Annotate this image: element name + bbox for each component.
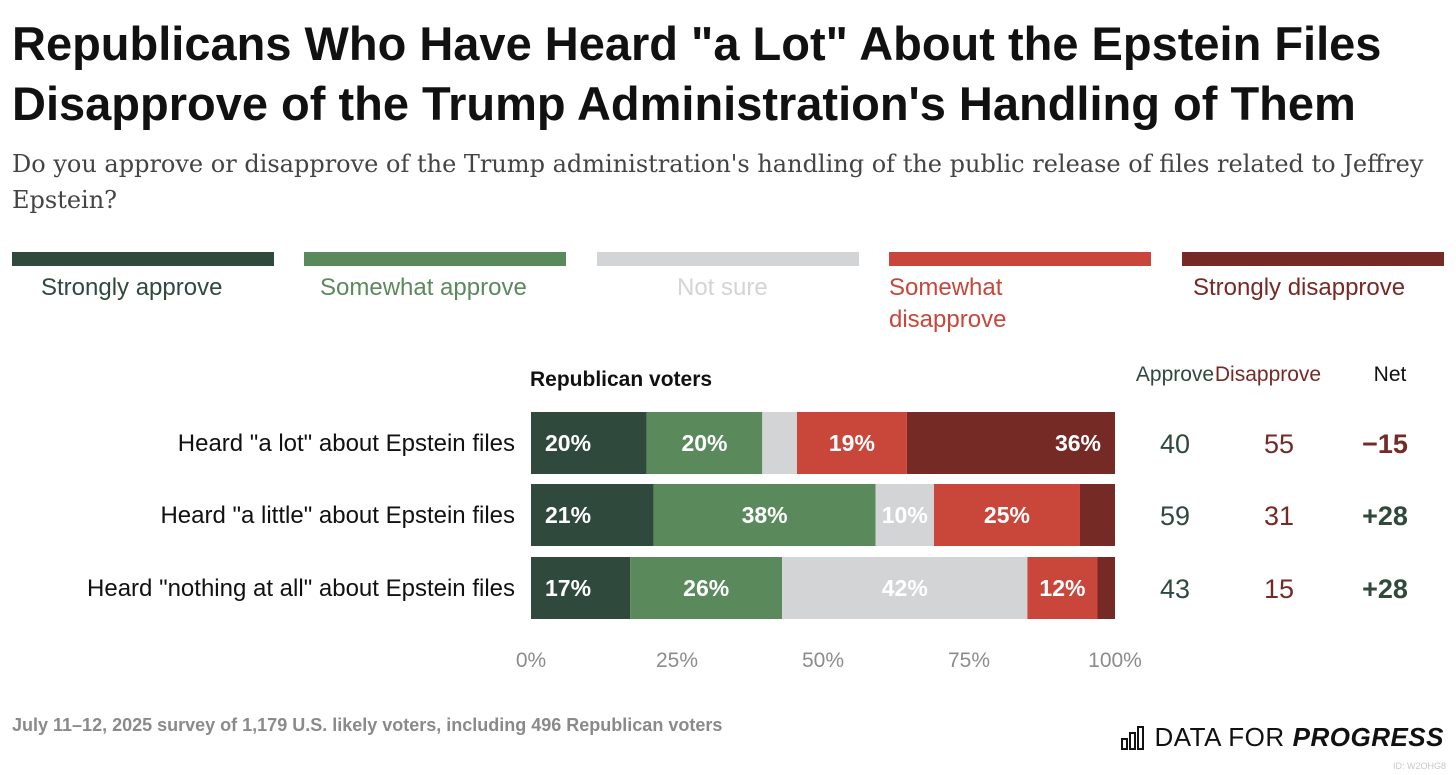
bar-segment (906, 412, 1115, 474)
bar-segment (875, 484, 934, 546)
bar-data-label: 42% (882, 575, 928, 601)
legend-label-strongly-disapprove: Strongly disapprove (1193, 274, 1406, 301)
bar-segment (782, 557, 1028, 619)
bar-segment (531, 412, 647, 474)
bar-segment (1097, 557, 1115, 619)
x-tick-label: 25% (656, 649, 698, 672)
bar-data-label: 25% (984, 502, 1030, 528)
category-label: Heard "nothing at all" about Epstein fil… (87, 575, 515, 602)
legend-item-not-sure: Not sure (597, 252, 859, 304)
x-tick-label: 0% (516, 649, 546, 672)
bar-segment (531, 484, 654, 546)
disapprove-value: 15 (1264, 574, 1294, 604)
chart-subtitle: Do you approve or disapprove of the Trum… (12, 150, 1424, 214)
column-header-disapprove: Disapprove (1214, 363, 1322, 386)
x-tick-label: 100% (1088, 649, 1142, 672)
x-tick-label: 75% (948, 649, 990, 672)
column-header-net: Net (1373, 363, 1407, 386)
legend-swatch-strongly-disapprove (1182, 252, 1444, 266)
bar-segment (630, 557, 783, 619)
legend-swatch-strongly-approve (12, 252, 274, 266)
bar-segment (1027, 557, 1098, 619)
bar-data-label: 19% (829, 430, 875, 456)
bar-data-label: 12% (1039, 575, 1085, 601)
approve-value: 43 (1160, 574, 1190, 604)
legend-label-somewhat-disapprove: Somewhat disapprove (889, 274, 1007, 333)
approve-value: 59 (1160, 501, 1190, 531)
bar-segment (653, 484, 876, 546)
legend-swatch-somewhat-disapprove (889, 252, 1151, 266)
bar-data-label: 17% (545, 575, 591, 601)
source-note: July 11–12, 2025 survey of 1,179 U.S. li… (12, 715, 723, 735)
bar-segment (933, 484, 1080, 546)
legend-item-strongly-approve: Strongly approve (12, 252, 274, 304)
net-value: −15 (1362, 429, 1408, 459)
bar-data-label: 20% (681, 430, 727, 456)
brand-text: DATA FOR (1154, 722, 1285, 752)
legend-item-somewhat-disapprove: Somewhat disapprove (889, 252, 1151, 336)
category-label: Heard "a little" about Epstein files (160, 502, 515, 529)
brand-logo: DATA FOR PROGRESS (1120, 722, 1444, 753)
bar-data-label: 38% (742, 502, 788, 528)
legend-swatch-somewhat-approve (304, 252, 566, 266)
category-label: Heard "a lot" about Epstein files (178, 430, 515, 457)
bar-segment (646, 412, 763, 474)
legend-label-not-sure: Not sure (677, 274, 768, 301)
bar-segment (762, 412, 797, 474)
bar-chart-icon (1121, 725, 1145, 750)
legend-label-strongly-approve: Strongly approve (41, 274, 223, 301)
bar-segment (531, 557, 631, 619)
bar-data-label: 20% (545, 430, 591, 456)
stacked-bar-chart: Heard "a lot" about Epstein files 20% 20% 1… (87, 412, 1408, 672)
net-value: +28 (1362, 501, 1408, 531)
bar-data-label: 26% (683, 575, 729, 601)
approve-value: 40 (1160, 429, 1190, 459)
bar-data-label: 36% (1055, 430, 1101, 456)
bar-data-label: 10% (882, 502, 928, 528)
legend-item-somewhat-approve: Somewhat approve (304, 252, 566, 304)
net-value: +28 (1362, 574, 1408, 604)
chart-title: Republicans Who Have Heard "a Lot" About… (12, 17, 1382, 130)
column-header-approve: Approve (1135, 363, 1215, 386)
group-label: Republican voters (530, 368, 713, 391)
disapprove-value: 55 (1264, 429, 1294, 459)
legend-label-somewhat-approve: Somewhat approve (320, 274, 527, 301)
brand-text-strong: PROGRESS (1292, 722, 1444, 752)
chart-id: ID: W2OHG8 (1392, 761, 1446, 771)
legend-swatch-not-sure (597, 252, 859, 266)
bar-segment (1079, 484, 1115, 546)
bar-data-label: 21% (545, 502, 591, 528)
bar-segment (796, 412, 907, 474)
disapprove-value: 31 (1264, 501, 1294, 531)
x-tick-label: 50% (802, 649, 844, 672)
legend-item-strongly-disapprove: Strongly disapprove (1182, 252, 1444, 304)
